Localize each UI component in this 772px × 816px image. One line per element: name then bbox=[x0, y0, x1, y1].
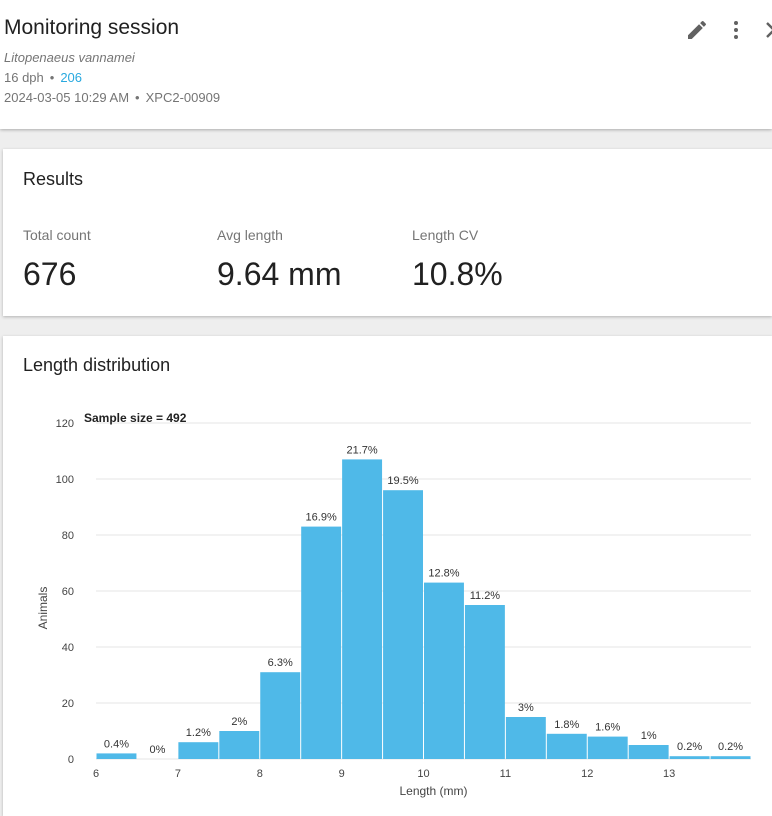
x-tick-label: 7 bbox=[175, 768, 181, 780]
histogram-bar bbox=[178, 742, 219, 759]
y-axis-label: Animals bbox=[36, 587, 50, 630]
histogram-bar bbox=[301, 526, 342, 759]
x-tick-label: 6 bbox=[93, 768, 99, 780]
histogram-bar bbox=[464, 605, 505, 759]
sample-size-annotation: Sample size = 492 bbox=[84, 411, 187, 425]
histogram-bar bbox=[342, 459, 383, 759]
stat-length-cv: Length CV 10.8% bbox=[412, 227, 503, 293]
bar-percent-label: 2% bbox=[231, 716, 247, 728]
histogram-bar bbox=[383, 490, 423, 759]
y-tick-label: 20 bbox=[62, 698, 74, 710]
stat-label: Total count bbox=[23, 227, 91, 243]
length-histogram-chart: 0 20 40 60 80 100 120 0.4% 0% 1.2% 2% 6.3% 16.9% 21.7… bbox=[36, 411, 751, 798]
x-tick-label: 10 bbox=[417, 768, 429, 780]
histogram-bar bbox=[710, 756, 751, 759]
bar-percent-label: 19.5% bbox=[387, 475, 418, 487]
x-axis-label: Length (mm) bbox=[399, 784, 467, 798]
page-title: Monitoring session bbox=[4, 16, 180, 39]
histogram-bar bbox=[96, 753, 137, 759]
x-tick-label: 11 bbox=[500, 768, 511, 780]
histogram-bar bbox=[546, 733, 587, 759]
x-tick-label: 12 bbox=[581, 768, 593, 780]
age-value: 16 dph bbox=[4, 70, 44, 85]
y-tick-label: 60 bbox=[62, 586, 74, 598]
results-title: Results bbox=[23, 169, 84, 189]
stat-label: Length CV bbox=[412, 227, 479, 243]
x-tick-label: 8 bbox=[257, 768, 263, 780]
bar-percent-label: 12.8% bbox=[428, 568, 459, 580]
edit-icon[interactable] bbox=[685, 18, 709, 42]
histogram-bar bbox=[587, 736, 628, 759]
bar-percent-label: 1% bbox=[641, 730, 657, 742]
bar-percent-label: 11.2% bbox=[470, 590, 501, 602]
session-meta-line-1: 16 dph • 206 bbox=[4, 70, 82, 85]
more-vert-icon[interactable] bbox=[724, 18, 748, 42]
separator-dot: • bbox=[49, 70, 55, 85]
separator-dot: • bbox=[135, 90, 140, 105]
bar-percent-label: 0% bbox=[149, 744, 165, 756]
y-tick-label: 80 bbox=[62, 530, 74, 542]
device-id: XPC2-00909 bbox=[145, 90, 221, 105]
bar-percent-label: 1.2% bbox=[186, 727, 211, 739]
bar-percent-label: 1.6% bbox=[595, 722, 620, 734]
stat-value: 676 bbox=[23, 256, 77, 292]
y-tick-label: 0 bbox=[68, 754, 74, 766]
stat-avg-length: Avg length 9.64 mm bbox=[217, 227, 341, 293]
close-icon[interactable] bbox=[762, 18, 772, 42]
distribution-title: Length distribution bbox=[23, 355, 171, 375]
bar-percent-label: 1.8% bbox=[554, 719, 579, 731]
stat-label: Avg length bbox=[217, 227, 283, 243]
y-tick-label: 100 bbox=[56, 474, 74, 486]
stat-total-count: Total count 676 bbox=[23, 227, 91, 293]
session-meta-line-2: 2024-03-05 10:29 AM • XPC2-00909 bbox=[4, 90, 220, 105]
histogram-bar bbox=[628, 745, 669, 759]
histogram-bar bbox=[669, 756, 710, 759]
bar-percent-label: 3% bbox=[518, 702, 534, 714]
x-tick-label: 13 bbox=[663, 768, 675, 780]
y-tick-label: 40 bbox=[62, 642, 74, 654]
bar-percent-label: 0.4% bbox=[104, 738, 129, 750]
y-tick-label: 120 bbox=[56, 418, 74, 430]
histogram-bar bbox=[505, 717, 546, 759]
stat-value: 10.8% bbox=[412, 256, 503, 292]
histogram-bar bbox=[219, 731, 260, 759]
session-datetime: 2024-03-05 10:29 AM bbox=[4, 90, 130, 105]
bar-percent-label: 21.7% bbox=[346, 444, 377, 456]
bar-percent-label: 16.9% bbox=[306, 512, 337, 524]
histogram-bar bbox=[260, 672, 301, 759]
length-distribution-card: Length distribution 0 20 40 60 80 100 120 0.4% 0… bbox=[3, 336, 772, 816]
bar-percent-label: 6.3% bbox=[268, 657, 293, 669]
stat-value: 9.64 mm bbox=[217, 256, 342, 292]
bar-percent-label: 0.2% bbox=[718, 741, 743, 753]
x-tick-label: 9 bbox=[339, 768, 345, 780]
results-card: Results Total count 676 Avg length 9.64 … bbox=[3, 149, 772, 316]
tank-link[interactable]: 206 bbox=[60, 70, 83, 85]
bar-percent-label: 0.2% bbox=[677, 741, 702, 753]
session-header: Monitoring session Litopenaeus vannamei … bbox=[0, 0, 772, 129]
histogram-bar bbox=[424, 582, 464, 759]
species-name: Litopenaeus vannamei bbox=[4, 50, 135, 65]
